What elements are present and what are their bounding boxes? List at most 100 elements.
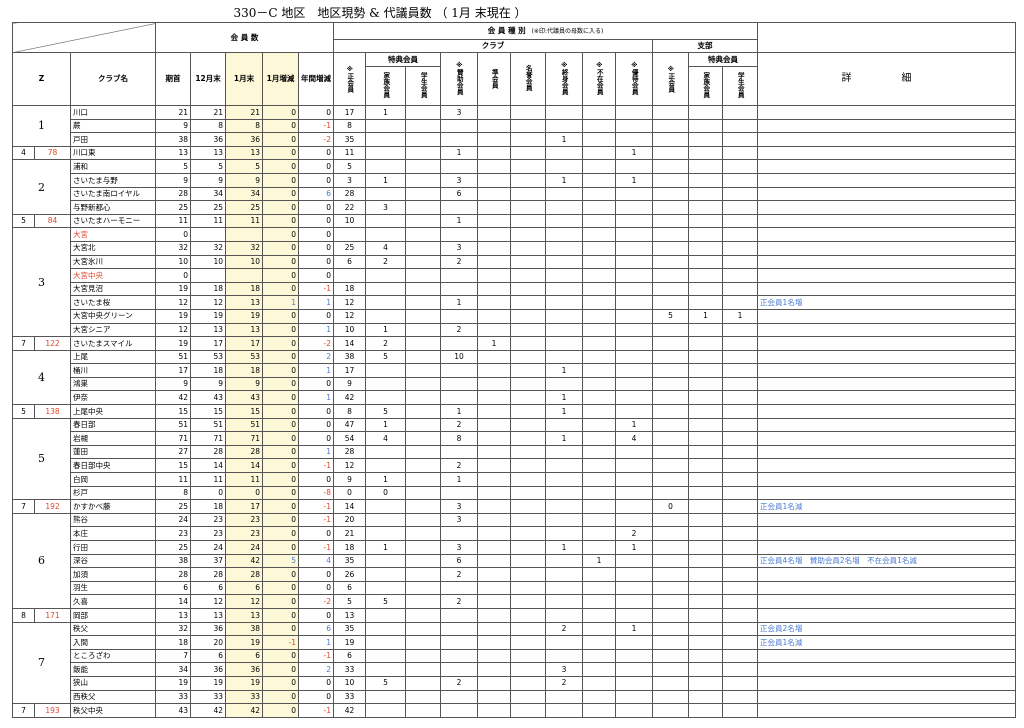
empty-cell: [652, 567, 690, 582]
zone-members: 84: [34, 213, 71, 229]
empty-cell: [365, 159, 407, 174]
empty-cell: [757, 444, 1017, 460]
count-cell: 22: [333, 200, 367, 215]
empty-cell: [652, 240, 690, 256]
count-cell: 2: [440, 567, 479, 582]
club-name: 岡部: [69, 607, 157, 623]
count-cell: 0: [333, 485, 367, 501]
empty-cell: [688, 213, 724, 229]
count-cell: 13: [155, 607, 192, 623]
club-name: 川口東: [69, 145, 157, 161]
count-cell: 1: [615, 621, 654, 637]
count-cell: -1: [262, 635, 300, 650]
count-cell: 1: [365, 540, 407, 555]
count-cell: 10: [225, 254, 264, 270]
empty-cell: [510, 499, 547, 514]
empty-cell: [405, 675, 442, 691]
empty-cell: [545, 689, 584, 705]
table-row: 4 上尾 51 53 53 0 2 38 5 10: [12, 349, 1017, 406]
count-cell: 0: [262, 594, 300, 609]
empty-cell: [477, 662, 512, 677]
empty-cell: [615, 499, 654, 514]
empty-cell: [405, 322, 442, 338]
empty-cell: [545, 526, 584, 541]
empty-cell: [545, 240, 584, 256]
count-cell: 3: [440, 540, 479, 555]
column-header: ※賛助会員: [440, 52, 479, 106]
club-name: 大宮中央: [69, 268, 157, 283]
club-name: 本庄: [69, 526, 157, 541]
club-count: 7: [12, 703, 35, 718]
empty-cell: [688, 118, 724, 134]
empty-cell: [688, 444, 724, 460]
empty-cell: [722, 336, 759, 351]
count-cell: 0: [298, 431, 335, 446]
count-cell: 1: [440, 295, 479, 310]
empty-cell: [545, 580, 584, 596]
empty-cell: [615, 213, 654, 229]
empty-cell: [722, 431, 759, 446]
count-cell: 13: [190, 145, 227, 161]
count-cell: 10: [333, 322, 367, 338]
empty-cell: [615, 485, 654, 501]
count-cell: 18: [190, 281, 227, 297]
count-cell: 36: [190, 621, 227, 637]
empty-cell: [722, 363, 759, 378]
count-cell: 43: [190, 390, 227, 406]
empty-cell: [365, 703, 407, 718]
empty-cell: [365, 512, 407, 528]
count-cell: 19: [225, 635, 264, 650]
count-cell: 71: [225, 431, 264, 446]
empty-cell: [510, 254, 547, 270]
group-header: 支部: [652, 39, 759, 53]
count-cell: 15: [155, 458, 192, 474]
count-cell: -1: [298, 540, 335, 555]
empty-cell: [440, 281, 479, 297]
column-header: 名誉会員: [510, 52, 547, 106]
count-cell: 51: [155, 417, 192, 433]
club-name: 大宮中央グリーン: [69, 308, 157, 324]
empty-cell: [545, 159, 584, 174]
empty-cell: [510, 662, 547, 677]
empty-cell: [405, 485, 442, 501]
count-cell: 19: [155, 281, 192, 297]
count-cell: 0: [298, 227, 335, 242]
empty-cell: [405, 349, 442, 365]
empty-cell: [652, 349, 690, 365]
empty-cell: [582, 444, 617, 460]
table-row: 岩槻 71 71 71 0 0 54 4 8 1 4: [13, 431, 1017, 446]
empty-cell: [365, 607, 407, 623]
count-cell: 35: [333, 621, 367, 637]
zone-label: 2: [12, 159, 71, 215]
count-cell: 0: [262, 349, 300, 365]
empty-cell: [440, 607, 479, 623]
club-name: 飯能: [69, 662, 157, 677]
column-header: 期首: [155, 52, 192, 106]
count-cell: 6: [225, 648, 264, 664]
empty-cell: [405, 703, 442, 718]
count-cell: 6: [298, 621, 335, 637]
count-cell: 6: [333, 254, 367, 270]
empty-cell: [545, 567, 584, 582]
count-cell: 8: [155, 485, 192, 501]
column-header-label: 家族会員: [381, 72, 390, 99]
empty-cell: [757, 159, 1017, 174]
empty-cell: [510, 526, 547, 541]
empty-cell: [477, 281, 512, 297]
empty-cell: [688, 675, 724, 691]
column-header-label: ※正会員: [666, 64, 675, 93]
count-cell: 1: [365, 322, 407, 338]
empty-cell: [365, 390, 407, 406]
club-name: 岩槻: [69, 431, 157, 446]
count-cell: 9: [155, 376, 192, 392]
count-cell: 0: [298, 105, 335, 120]
empty-cell: [688, 485, 724, 501]
empty-cell: [440, 363, 479, 378]
empty-cell: [757, 526, 1017, 541]
empty-cell: [477, 594, 512, 609]
column-header: 1月末: [225, 52, 264, 106]
count-cell: 0: [262, 186, 300, 202]
empty-cell: [510, 390, 547, 406]
empty-cell: [510, 118, 547, 134]
empty-cell: [477, 444, 512, 460]
